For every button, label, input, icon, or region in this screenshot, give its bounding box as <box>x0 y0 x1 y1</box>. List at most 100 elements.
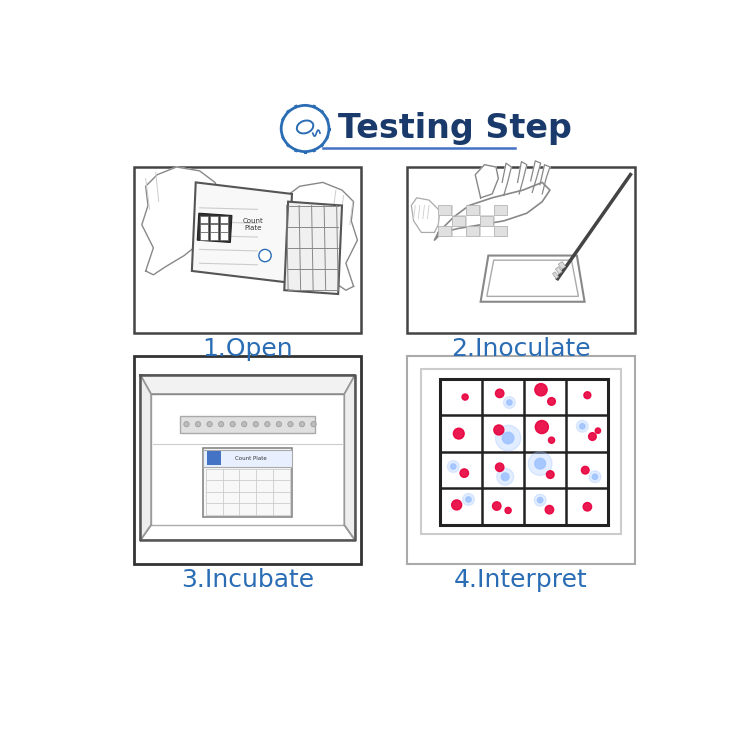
Bar <box>200 224 208 232</box>
Polygon shape <box>481 256 584 302</box>
Bar <box>558 262 566 269</box>
Text: 1.Open: 1.Open <box>202 338 293 362</box>
Bar <box>466 205 479 214</box>
Bar <box>452 215 465 226</box>
Bar <box>494 205 507 214</box>
Circle shape <box>462 394 468 400</box>
Circle shape <box>507 400 512 405</box>
Text: Testing Step: Testing Step <box>338 112 572 145</box>
Circle shape <box>581 466 589 474</box>
Circle shape <box>259 250 272 262</box>
Circle shape <box>242 422 247 427</box>
Text: 3.Incubate: 3.Incubate <box>182 568 314 592</box>
Circle shape <box>496 389 504 398</box>
Polygon shape <box>151 394 344 525</box>
Polygon shape <box>277 182 358 290</box>
Circle shape <box>184 422 189 427</box>
Text: 4.Interpret: 4.Interpret <box>454 568 588 592</box>
Bar <box>480 215 493 226</box>
Circle shape <box>494 425 504 435</box>
Circle shape <box>496 468 514 485</box>
Bar <box>407 356 634 563</box>
Polygon shape <box>140 375 151 541</box>
Circle shape <box>505 507 512 514</box>
Circle shape <box>451 464 456 470</box>
Circle shape <box>493 502 501 510</box>
Circle shape <box>547 471 554 478</box>
Circle shape <box>536 421 548 434</box>
Polygon shape <box>434 182 550 240</box>
Circle shape <box>452 500 462 510</box>
Circle shape <box>501 473 509 481</box>
Bar <box>203 448 292 518</box>
Bar <box>494 226 507 236</box>
Polygon shape <box>197 213 232 242</box>
Circle shape <box>589 471 601 483</box>
Bar <box>180 416 315 433</box>
Bar <box>209 224 218 232</box>
Ellipse shape <box>281 106 329 152</box>
Bar <box>220 215 228 223</box>
Bar <box>209 215 218 223</box>
Polygon shape <box>142 167 223 274</box>
Bar <box>134 167 362 332</box>
Circle shape <box>503 432 514 444</box>
Circle shape <box>534 494 546 506</box>
Bar <box>407 167 634 332</box>
Bar <box>207 452 221 465</box>
Circle shape <box>538 497 543 502</box>
Circle shape <box>460 469 469 477</box>
Circle shape <box>218 422 223 427</box>
Polygon shape <box>531 160 541 193</box>
Bar <box>438 205 452 214</box>
Polygon shape <box>487 260 578 296</box>
Polygon shape <box>192 182 292 283</box>
Polygon shape <box>344 375 355 541</box>
Circle shape <box>548 437 554 443</box>
Bar <box>200 215 208 223</box>
Circle shape <box>545 506 554 514</box>
Polygon shape <box>284 202 342 294</box>
Text: 2.Inoculate: 2.Inoculate <box>452 338 591 362</box>
Circle shape <box>589 433 596 440</box>
Bar <box>440 379 608 525</box>
Circle shape <box>548 398 556 405</box>
Circle shape <box>299 422 304 427</box>
Polygon shape <box>503 164 512 196</box>
Circle shape <box>466 496 471 502</box>
Circle shape <box>592 474 598 479</box>
Circle shape <box>310 422 316 427</box>
Bar <box>466 226 479 236</box>
Circle shape <box>496 463 504 472</box>
Bar <box>200 232 208 240</box>
Circle shape <box>580 424 585 429</box>
Circle shape <box>276 422 281 427</box>
Circle shape <box>584 503 592 511</box>
Bar <box>556 267 562 274</box>
Polygon shape <box>518 161 526 194</box>
Circle shape <box>288 422 293 427</box>
Circle shape <box>195 422 201 427</box>
Bar <box>220 224 228 232</box>
Bar <box>422 369 621 534</box>
Circle shape <box>584 392 591 399</box>
Polygon shape <box>540 165 550 194</box>
Text: Count
Plate: Count Plate <box>243 218 264 231</box>
Circle shape <box>535 383 548 396</box>
Bar <box>438 226 452 236</box>
Circle shape <box>503 397 515 409</box>
Polygon shape <box>140 375 355 394</box>
Bar <box>553 272 559 279</box>
Circle shape <box>448 460 459 472</box>
Circle shape <box>535 458 545 469</box>
Circle shape <box>207 422 212 427</box>
Bar <box>203 450 292 467</box>
Ellipse shape <box>297 121 314 134</box>
Circle shape <box>463 494 475 506</box>
Circle shape <box>454 428 464 439</box>
Circle shape <box>528 452 552 476</box>
Circle shape <box>577 420 588 432</box>
Polygon shape <box>476 165 498 198</box>
Bar <box>134 356 362 563</box>
Bar <box>220 232 228 240</box>
